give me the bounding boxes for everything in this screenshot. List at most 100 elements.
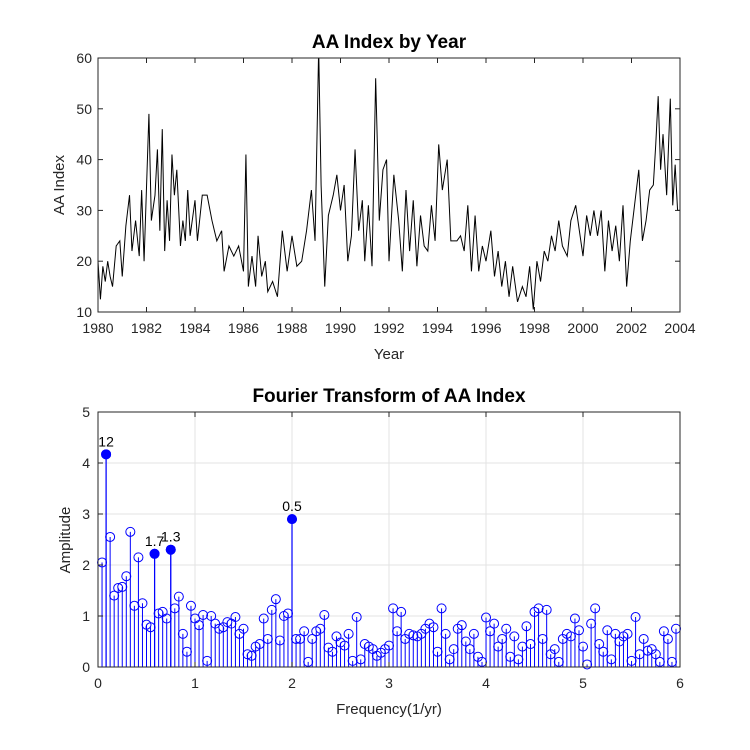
- peak-marker: [101, 449, 112, 460]
- amplitude-marker: [460, 636, 471, 647]
- amplitude-marker: [396, 606, 407, 617]
- bottom-x-tick-label: 5: [579, 675, 587, 691]
- aa-index-series: [98, 58, 680, 310]
- peak-label: 1.3: [161, 529, 181, 545]
- amplitude-marker: [622, 628, 633, 639]
- bottom-y-tick-label: 4: [82, 455, 90, 471]
- amplitude-marker: [198, 609, 209, 620]
- top-axis-ticks: 1980 1982 1984 1986 1988 1990 1992 1994 1996 1998…: [76, 50, 695, 336]
- amplitude-marker: [658, 626, 669, 637]
- top-plot-area: [98, 58, 680, 312]
- amplitude-marker: [440, 628, 451, 639]
- amplitude-marker: [388, 603, 399, 614]
- bottom-y-tick-label: 2: [82, 557, 90, 573]
- amplitude-marker: [428, 622, 439, 633]
- amplitude-marker: [569, 613, 580, 624]
- bottom-y-tick-label: 1: [82, 608, 90, 624]
- amplitude-marker: [602, 625, 613, 636]
- bottom-y-tick-label: 0: [82, 659, 90, 675]
- top-x-tick-label: 1992: [373, 320, 404, 336]
- amplitude-marker: [501, 623, 512, 634]
- top-x-tick-label: 1984: [179, 320, 210, 336]
- peak-marker: [165, 544, 176, 555]
- peak-markers: 12 1.71.3 0.5: [98, 433, 302, 667]
- peak-marker: [149, 548, 160, 559]
- amplitude-marker: [230, 612, 241, 623]
- top-x-tick-label: 2002: [616, 320, 647, 336]
- bottom-x-axis-label: Frequency(1/yr): [336, 701, 442, 718]
- bottom-y-tick-label: 5: [82, 404, 90, 420]
- amplitude-marker: [594, 639, 605, 650]
- top-x-tick-label: 1996: [470, 320, 501, 336]
- top-x-tick-label: 1982: [131, 320, 162, 336]
- amplitude-marker: [671, 623, 682, 634]
- amplitude-marker: [258, 613, 269, 624]
- top-x-axis-label: Year: [374, 346, 404, 363]
- top-chart-title: AA Index by Year: [312, 32, 467, 53]
- top-x-tick-label: 1980: [82, 320, 113, 336]
- amplitude-marker: [137, 598, 148, 609]
- top-y-tick-label: 60: [76, 50, 92, 66]
- peak-label: 12: [98, 433, 114, 449]
- top-y-tick-label: 30: [76, 202, 92, 218]
- amplitude-marker: [343, 628, 354, 639]
- top-x-tick-label: 1986: [228, 320, 259, 336]
- top-x-tick-label: 1998: [519, 320, 550, 336]
- amplitude-marker: [299, 626, 310, 637]
- amplitude-marker: [173, 591, 184, 602]
- bottom-x-tick-label: 2: [288, 675, 296, 691]
- amplitude-marker: [590, 603, 601, 614]
- amplitude-marker: [242, 649, 253, 660]
- bottom-y-tick-label: 3: [82, 506, 90, 522]
- amplitude-marker: [630, 612, 641, 623]
- amplitude-marker: [319, 609, 330, 620]
- amplitude-marker: [456, 620, 467, 631]
- amplitude-marker: [133, 552, 144, 563]
- amplitude-marker: [509, 631, 520, 642]
- amplitude-marker: [533, 603, 544, 614]
- amplitude-marker: [185, 600, 196, 611]
- amplitude-marker: [573, 625, 584, 636]
- top-x-tick-label: 2000: [567, 320, 598, 336]
- amplitude-marker: [521, 621, 532, 632]
- peak-marker: [287, 514, 297, 525]
- top-y-tick-label: 20: [76, 253, 92, 269]
- top-y-tick-label: 40: [76, 152, 92, 168]
- amplitude-marker: [206, 611, 217, 621]
- amplitude-marker: [468, 628, 479, 639]
- amplitude-marker: [489, 618, 500, 629]
- amplitude-marker: [549, 644, 560, 655]
- bottom-x-tick-label: 4: [482, 675, 490, 691]
- time-series-chart: AA Index by Year 1980 1982 1984 1986 1988 199…: [51, 32, 696, 363]
- peak-label: 1.7: [145, 533, 165, 549]
- amplitude-marker: [238, 623, 249, 634]
- top-x-tick-label: 1990: [325, 320, 356, 336]
- amplitude-marker: [638, 633, 649, 644]
- aa-index-line: [98, 58, 680, 310]
- top-y-tick-label: 10: [76, 304, 92, 320]
- amplitude-marker: [125, 526, 136, 537]
- top-y-axis-label: AA Index: [51, 154, 68, 215]
- peak-label: 0.5: [282, 498, 302, 514]
- top-x-tick-label: 1994: [422, 320, 453, 336]
- top-y-tick-label: 50: [76, 101, 92, 117]
- bottom-chart-title: Fourier Transform of AA Index: [252, 386, 526, 407]
- bottom-x-tick-label: 3: [385, 675, 393, 691]
- top-x-tick-label: 2004: [664, 320, 695, 336]
- amplitude-marker: [270, 594, 281, 605]
- amplitude-marker: [436, 603, 447, 614]
- amplitude-marker: [650, 649, 661, 660]
- amplitude-marker: [222, 617, 233, 628]
- fourier-chart: Fourier Transform of AA Index 121.71.30.…: [57, 386, 684, 718]
- amplitude-marker: [351, 612, 362, 623]
- top-x-tick-label: 1988: [276, 320, 307, 336]
- bottom-x-tick-label: 0: [94, 675, 102, 691]
- amplitude-marker: [408, 630, 419, 641]
- bottom-x-tick-label: 6: [676, 675, 684, 691]
- bottom-y-axis-label: Amplitude: [57, 507, 74, 574]
- amplitude-marker: [662, 633, 673, 644]
- amplitude-marker: [481, 612, 492, 623]
- amplitude-marker: [541, 604, 552, 615]
